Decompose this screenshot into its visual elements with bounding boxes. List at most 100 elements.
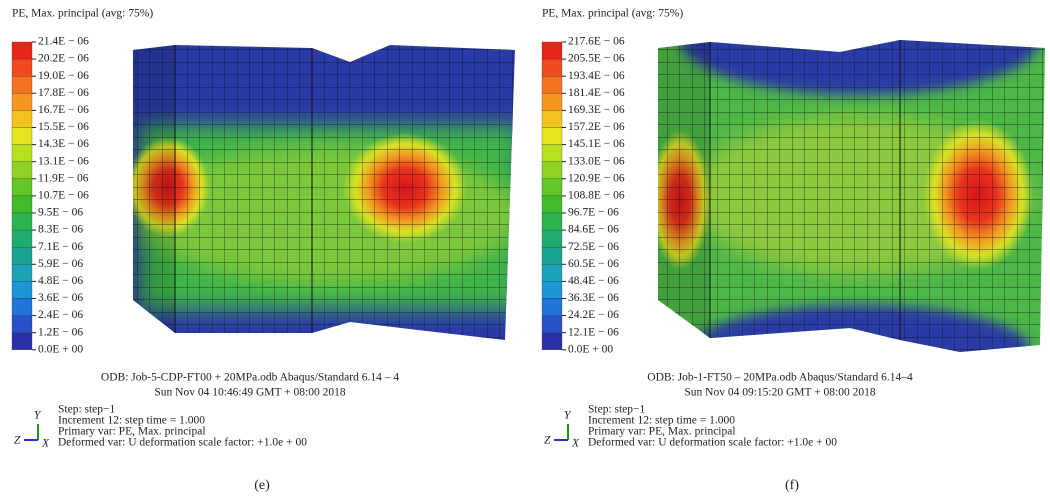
legend-label: 0.0E + 00 [38, 343, 83, 355]
legend-swatch [541, 58, 563, 77]
legend-label: 21.4E − 06 [38, 36, 89, 48]
axis-label-y: Y [564, 410, 572, 422]
legend-swatch [541, 264, 563, 282]
legend-swatch [11, 110, 33, 128]
step-info: Step: step−1 [58, 404, 116, 416]
legend-label: 11.9E − 06 [38, 172, 89, 184]
legend-label: 20.2E − 06 [38, 53, 89, 65]
legend-label: 1.2E − 06 [38, 326, 83, 338]
caption: (f) [785, 478, 799, 493]
legend-label: 4.8E − 06 [38, 275, 83, 287]
legend-swatch [11, 127, 33, 145]
mesh [133, 45, 515, 340]
legend-label: 205.5E − 06 [568, 53, 625, 65]
legend-swatch [541, 298, 563, 316]
legend-label: 19.0E − 06 [38, 70, 89, 82]
legend-label: 120.9E − 06 [568, 172, 625, 184]
legend-swatch [541, 247, 563, 265]
legend-swatch [11, 332, 33, 350]
legend-swatch [541, 332, 563, 350]
legend-swatch [11, 41, 33, 60]
odb-info: ODB: Job-5-CDP-FT00 + 20MPa.odb Abaqus/S… [101, 372, 399, 384]
step-info: Increment 12: step time = 1.000 [588, 415, 735, 427]
legend-label: 193.4E − 06 [568, 70, 625, 82]
legend-swatch [541, 76, 563, 94]
legend-label: 16.7E − 06 [38, 104, 89, 116]
step-info: Primary var: PE, Max. principal [588, 426, 736, 438]
legend-label: 24.2E − 06 [568, 309, 619, 321]
legend-label: 181.4E − 06 [568, 87, 625, 99]
legend-swatch [11, 195, 33, 214]
legend-swatch [11, 178, 33, 197]
axis-label-z: Z [14, 435, 21, 447]
panel: PE, Max. principal (avg: 75%) 217.6E − 06… [541, 8, 1045, 493]
legend-swatch [11, 93, 33, 111]
axis-label-y: Y [34, 410, 42, 422]
caption: (e) [254, 478, 270, 493]
legend-swatch [541, 281, 563, 299]
legend-swatch [11, 315, 33, 333]
legend-label: 15.5E − 06 [38, 121, 89, 133]
legend-swatch [541, 195, 563, 214]
legend-swatch [11, 229, 33, 248]
legend-label: 169.3E − 06 [568, 104, 625, 116]
step-info: Deformed var: U deformation scale factor… [58, 437, 307, 449]
legend-swatch [541, 212, 563, 231]
legend-label: 14.3E − 06 [38, 138, 89, 150]
step-info: Primary var: PE, Max. principal [58, 426, 206, 438]
legend-label: 10.7E − 06 [38, 190, 89, 202]
panel: PE, Max. principal (avg: 75%) 21.4E − 06 2… [11, 8, 515, 493]
legend-swatch [11, 76, 33, 94]
mesh [658, 40, 1045, 352]
odb-info: Sun Nov 04 09:15:20 GMT + 08:00 2018 [684, 387, 875, 399]
legend-swatch [541, 229, 563, 248]
legend-swatch [11, 281, 33, 299]
legend-label: 8.3E − 06 [38, 224, 83, 236]
legend-swatch [541, 144, 563, 162]
legend-label: 108.8E − 06 [568, 190, 625, 202]
legend-swatch [11, 161, 33, 179]
legend-swatch [11, 58, 33, 77]
legend-label: 9.5E − 06 [38, 207, 83, 219]
legend-swatch [541, 93, 563, 111]
step-info: Increment 12: step time = 1.000 [58, 415, 205, 427]
legend-label: 96.7E − 06 [568, 207, 619, 219]
legend-swatch [11, 264, 33, 282]
odb-info: ODB: Job-1-FT50 – 20MPa.odb Abaqus/Stand… [647, 372, 913, 384]
legend-label: 145.1E − 06 [568, 138, 625, 150]
legend-swatch [11, 144, 33, 162]
panel-title: PE, Max. principal (avg: 75%) [542, 8, 683, 20]
legend-label: 72.5E − 06 [568, 241, 619, 253]
axis-label-z: Z [544, 435, 551, 447]
legend-label: 36.3E − 06 [568, 292, 619, 304]
legend-swatch [541, 127, 563, 145]
legend-swatch [541, 110, 563, 128]
legend-swatch [11, 212, 33, 231]
legend-label: 133.0E − 06 [568, 155, 625, 167]
axis-label-x: X [41, 438, 50, 450]
panel-title: PE, Max. principal (avg: 75%) [12, 8, 153, 20]
legend-swatch [541, 161, 563, 179]
legend-label: 3.6E − 06 [38, 292, 83, 304]
legend-swatch [541, 41, 563, 60]
legend-label: 60.5E − 06 [568, 258, 619, 270]
legend-label: 217.6E − 06 [568, 36, 625, 48]
legend-label: 17.8E − 06 [38, 87, 89, 99]
step-info: Deformed var: U deformation scale factor… [588, 437, 837, 449]
legend-label: 12.1E − 06 [568, 326, 619, 338]
legend-label: 7.1E − 06 [38, 241, 83, 253]
step-info: Step: step−1 [588, 404, 646, 416]
legend-label: 157.2E − 06 [568, 121, 625, 133]
legend-swatch [11, 247, 33, 265]
legend-label: 84.6E − 06 [568, 224, 619, 236]
legend-swatch [541, 315, 563, 333]
legend-label: 5.9E − 06 [38, 258, 83, 270]
legend-swatch [541, 178, 563, 197]
legend-swatch [11, 298, 33, 316]
axis-label-x: X [571, 438, 580, 450]
legend-label: 2.4E − 06 [38, 309, 83, 321]
odb-info: Sun Nov 04 10:46:49 GMT + 08:00 2018 [154, 387, 345, 399]
legend-label: 48.4E − 06 [568, 275, 619, 287]
legend-label: 0.0E + 00 [568, 343, 613, 355]
